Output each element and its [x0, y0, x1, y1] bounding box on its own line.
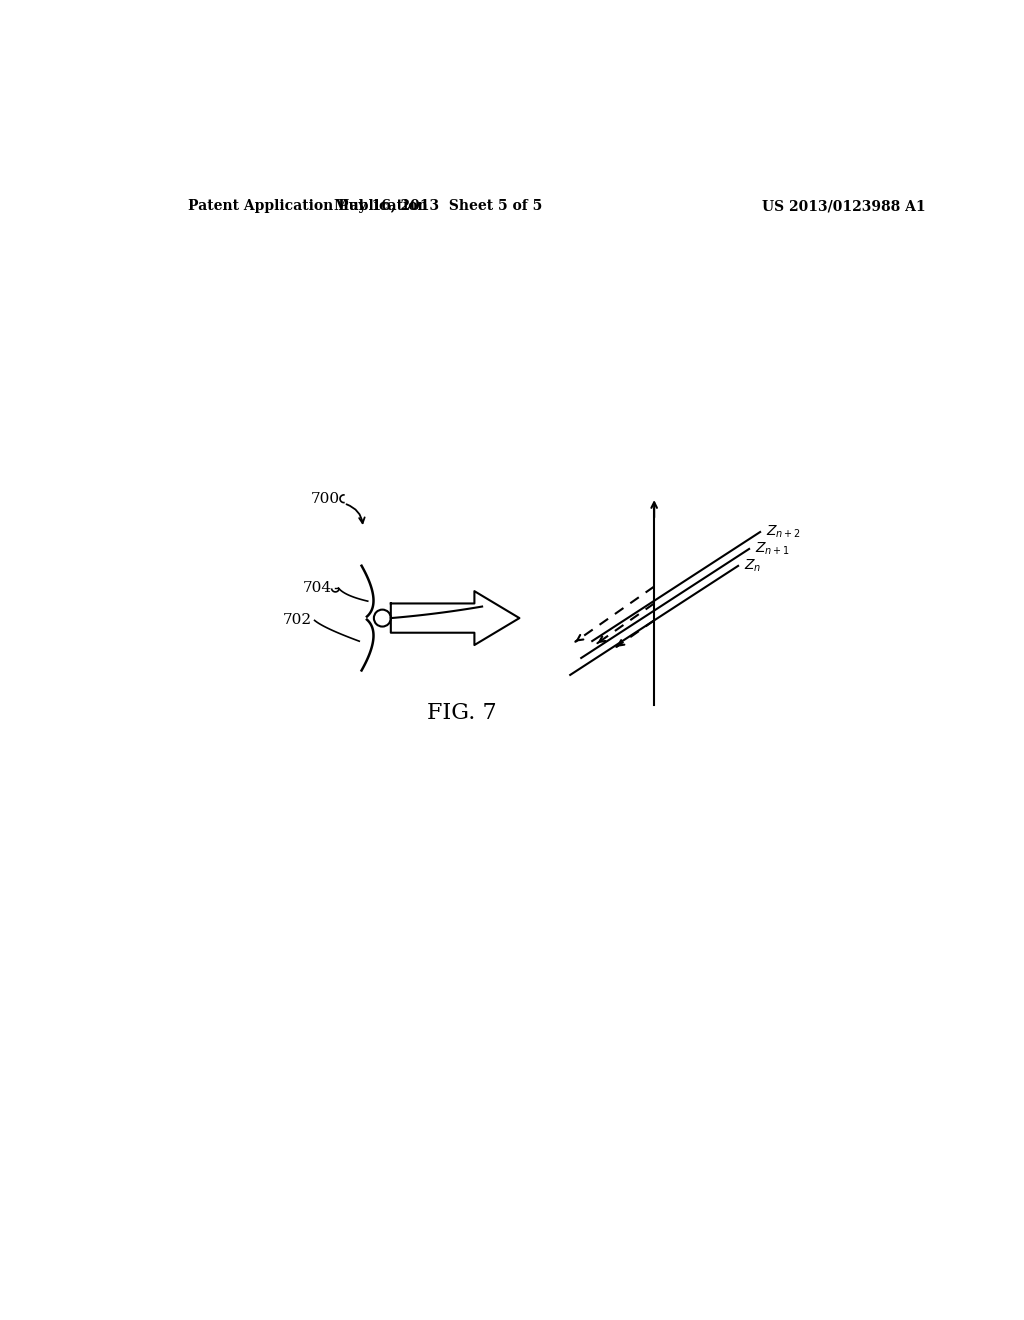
Text: May 16, 2013  Sheet 5 of 5: May 16, 2013 Sheet 5 of 5 [335, 199, 543, 213]
Text: 702: 702 [283, 614, 311, 627]
Text: $Z_{n+1}$: $Z_{n+1}$ [756, 541, 791, 557]
Text: $Z_{n+2}$: $Z_{n+2}$ [766, 524, 802, 540]
Text: 704: 704 [303, 581, 333, 595]
Text: FIG. 7: FIG. 7 [427, 702, 497, 723]
Text: 700: 700 [311, 492, 340, 506]
Text: $Z_{n}$: $Z_{n}$ [744, 557, 762, 574]
Text: Patent Application Publication: Patent Application Publication [188, 199, 428, 213]
Text: US 2013/0123988 A1: US 2013/0123988 A1 [762, 199, 926, 213]
